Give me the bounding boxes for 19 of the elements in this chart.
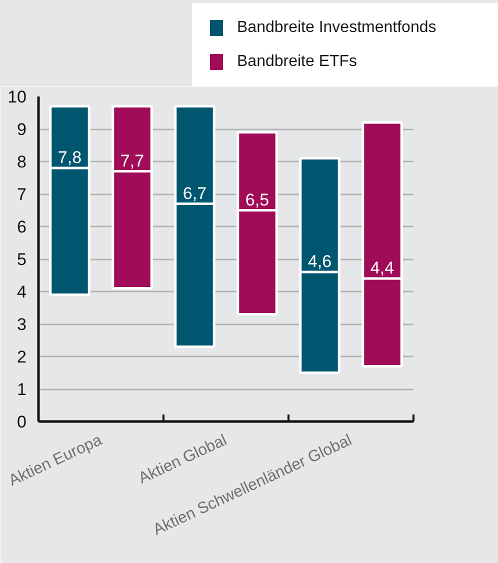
y-tick-label: 1 (17, 380, 27, 399)
legend-label: Bandbreite ETFs (236, 52, 358, 72)
legend-label: Bandbreite Investmentfonds (236, 18, 438, 38)
text: 7,8 (58, 148, 82, 167)
text: 4,6 (308, 252, 332, 271)
y-tick-label: 7 (17, 185, 27, 204)
y-tick-label: 8 (17, 152, 27, 172)
y-tick-label: 4 (17, 282, 27, 302)
text: 4,4 (370, 258, 394, 278)
y-tick-label: 5 (17, 250, 27, 269)
text: 6,7 (182, 184, 207, 203)
y-tick-label: 10 (8, 88, 27, 106)
text: 7,7 (120, 151, 144, 170)
y-tick-label: 2 (17, 348, 27, 366)
text: 6,5 (245, 190, 270, 210)
y-tick-label: 9 (17, 120, 27, 139)
y-tick-label: 3 (17, 315, 27, 334)
y-tick-label: 6 (17, 218, 27, 236)
y-tick-label: 0 (17, 412, 27, 432)
